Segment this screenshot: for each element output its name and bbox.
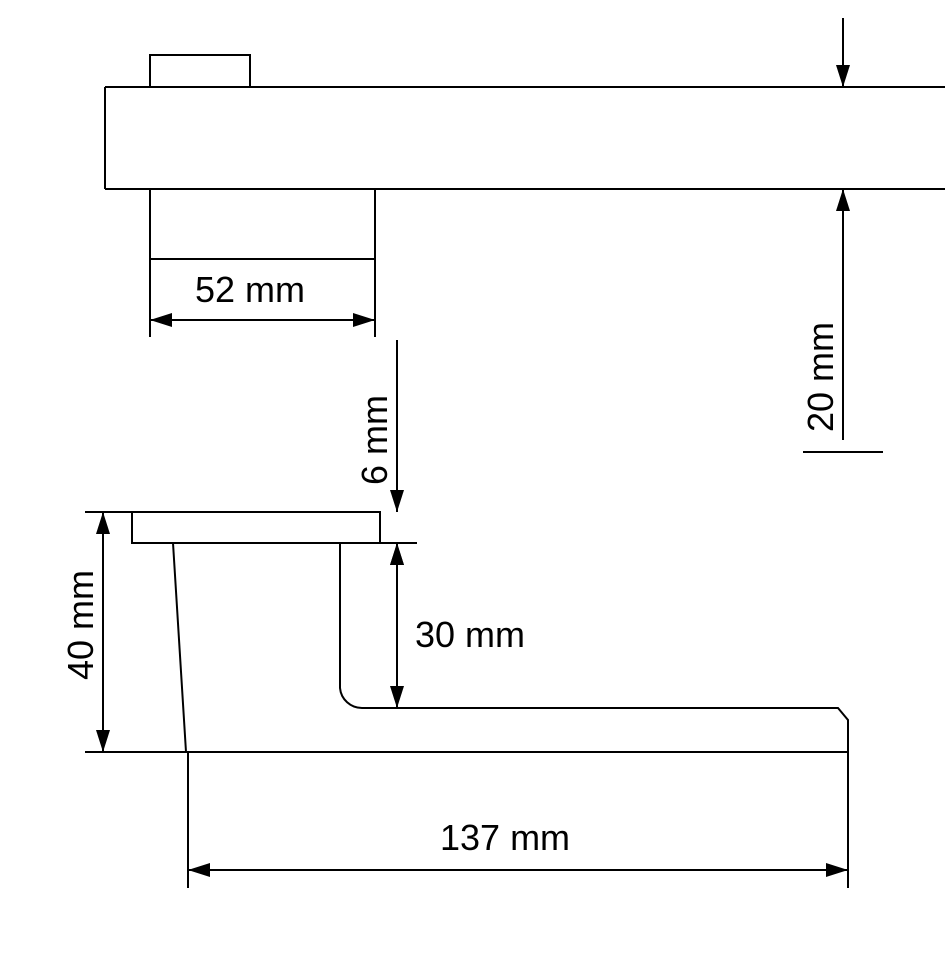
dim-30mm: 30 mm: [362, 543, 525, 708]
technical-drawing: 52 mm 20 mm 6 mm 30 mm 40 mm: [0, 0, 948, 953]
dim-20-label: 20 mm: [800, 322, 841, 432]
dim-20mm: 20 mm: [800, 18, 883, 452]
top-view: [105, 55, 945, 259]
dim-137-label: 137 mm: [440, 817, 570, 858]
dim-52mm: 52 mm: [150, 189, 375, 337]
dim-40mm: 40 mm: [60, 512, 186, 752]
top-bar: [105, 87, 945, 189]
rose-plate: [132, 512, 380, 543]
dim-40-label: 40 mm: [60, 570, 101, 680]
top-rose: [150, 189, 375, 259]
dim-6mm: 6 mm: [354, 340, 417, 605]
top-tab: [150, 55, 250, 87]
dim-30-label: 30 mm: [415, 614, 525, 655]
dim-52-label: 52 mm: [195, 269, 305, 310]
dim-137mm: 137 mm: [188, 752, 848, 888]
dim-6-label: 6 mm: [354, 395, 395, 485]
